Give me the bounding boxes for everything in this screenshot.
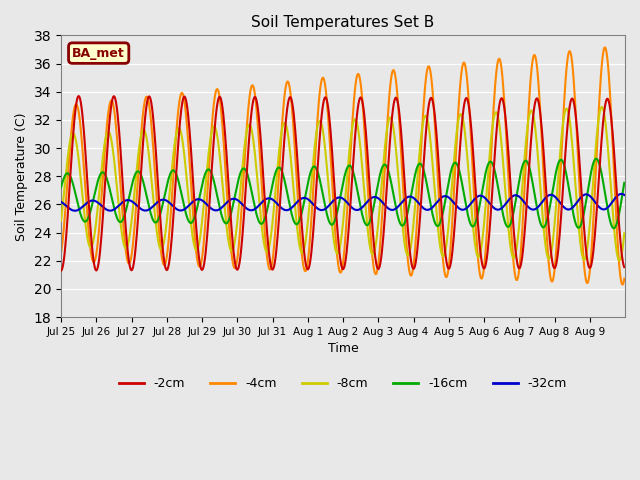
Text: BA_met: BA_met bbox=[72, 47, 125, 60]
Y-axis label: Soil Temperature (C): Soil Temperature (C) bbox=[15, 112, 28, 240]
Title: Soil Temperatures Set B: Soil Temperatures Set B bbox=[252, 15, 435, 30]
Legend: -2cm, -4cm, -8cm, -16cm, -32cm: -2cm, -4cm, -8cm, -16cm, -32cm bbox=[114, 372, 572, 396]
X-axis label: Time: Time bbox=[328, 342, 358, 356]
